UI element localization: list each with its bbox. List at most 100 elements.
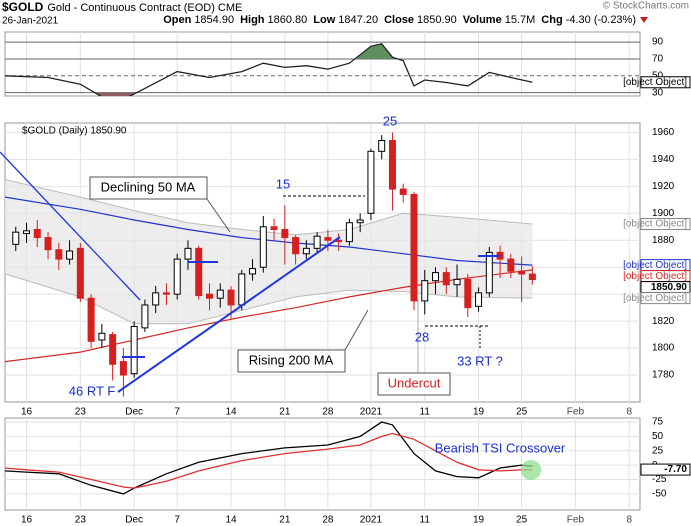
quote-value: 1847.20: [338, 14, 378, 26]
y-tick-label: 1800: [652, 343, 675, 354]
candle-body: [130, 326, 138, 375]
highlight: [521, 460, 541, 480]
y-tick-label: 1780: [652, 370, 675, 381]
annotation-box: [237, 349, 346, 373]
candle-body: [367, 150, 375, 214]
candle-body: [528, 273, 536, 280]
candle-body: [238, 273, 246, 306]
trendline: [117, 236, 341, 393]
rsi-plot: [5, 32, 640, 96]
x-tick-label: 21: [279, 407, 291, 418]
candle-body: [421, 280, 429, 302]
x-tick-label: 28: [322, 407, 334, 418]
candle-body: [356, 219, 364, 224]
annotation: Rising 200 MA: [249, 352, 334, 367]
candle-body: [259, 226, 267, 268]
candle-body: [324, 237, 332, 241]
candle-body: [66, 250, 74, 260]
candle-body: [464, 278, 472, 309]
x-tick-label: 14: [225, 407, 237, 418]
chart-title: $GOLD (Daily) 1850.90: [22, 126, 127, 137]
x-tick-label: 8: [626, 407, 632, 418]
candle-body: [55, 249, 63, 260]
quote-label: Volume: [463, 14, 502, 26]
rsi-frame: [4, 31, 641, 97]
x-tick-label: Feb: [567, 407, 585, 418]
candle-body: [410, 193, 418, 302]
x-tick-label: 8: [626, 515, 632, 526]
candle-body: [23, 230, 31, 235]
pointer: [344, 309, 369, 351]
x-tick-label: 19: [473, 515, 485, 526]
candle-body: [507, 258, 515, 272]
candle-body: [109, 334, 117, 365]
candle-body: [195, 247, 203, 297]
annotation: 25: [383, 113, 397, 128]
instrument-name: Gold - Continuous Contract (EOD) CME: [47, 2, 242, 14]
candle-body: [292, 237, 300, 255]
annotations: Declining 50 MA Rising 200 MA Undercut 1…: [0, 113, 566, 480]
pointer: [206, 198, 231, 233]
value-tag-label: [object Object]: [623, 219, 687, 230]
y-tick-label: 70: [652, 54, 664, 65]
candle-body: [12, 231, 20, 245]
y-tick-label: 1940: [652, 154, 675, 165]
candle-body: [44, 237, 52, 251]
y-tick-label: 1820: [652, 316, 675, 327]
value-tag: [640, 463, 691, 476]
annotation-box: [89, 176, 208, 200]
y-tick-label: 1900: [652, 208, 675, 219]
y-tick-label: 1960: [652, 127, 675, 138]
y-tick-label: 25: [652, 445, 664, 456]
indicator-line: [5, 43, 533, 96]
x-tick-label: Dec: [125, 515, 143, 526]
moving-average: [5, 269, 533, 363]
annotation: 28: [415, 329, 429, 344]
copyright: © StockCharts.com: [603, 1, 689, 12]
candle-body: [432, 272, 440, 282]
quote-label: High: [240, 14, 265, 26]
candle-body: [98, 332, 106, 341]
candle-body: [281, 228, 289, 239]
candle-body: [162, 292, 170, 295]
tsi-frame: [4, 417, 641, 511]
quote-value: 15.7M: [505, 14, 536, 26]
x-tick-label: 23: [75, 515, 87, 526]
annotation: 46 RT F: [69, 383, 116, 398]
quote-label: Chg: [541, 14, 562, 26]
candle-body: [152, 292, 160, 306]
y-tick-label: 75: [652, 417, 664, 428]
y-tick-label: 90: [652, 37, 664, 48]
value-tag-label: -7.70: [664, 464, 687, 475]
symbol: $GOLD: [2, 0, 44, 14]
value-tag-label: [object Object]: [623, 271, 687, 282]
tsi-plot: [5, 418, 640, 510]
x-tick-label: 28: [322, 515, 334, 526]
x-tick-label: 7: [174, 515, 180, 526]
candle-body: [249, 268, 257, 275]
candle-body: [173, 258, 181, 295]
candle-body: [184, 247, 192, 260]
candle-body: [141, 304, 149, 329]
y-tick-label: -25: [652, 474, 667, 485]
candle-body: [313, 235, 321, 249]
candle-body: [388, 140, 396, 190]
x-tick-label: Feb: [567, 515, 585, 526]
down-icon: [640, 17, 648, 23]
candle-body: [227, 289, 235, 306]
quote-value: 1860.80: [268, 14, 308, 26]
quote-label: Low: [313, 14, 335, 26]
candle-body: [453, 278, 461, 286]
indicator-line: [5, 421, 533, 495]
band-lower: [5, 273, 533, 325]
trendline: [0, 151, 141, 301]
moving-average: [5, 196, 533, 266]
threshold-fill: [354, 43, 398, 59]
candle-body: [119, 361, 127, 376]
value-tag-label: [object Object]: [623, 260, 687, 271]
candle-body: [485, 251, 493, 294]
date: 26-Jan-2021: [2, 16, 59, 27]
candle-body: [216, 289, 224, 299]
